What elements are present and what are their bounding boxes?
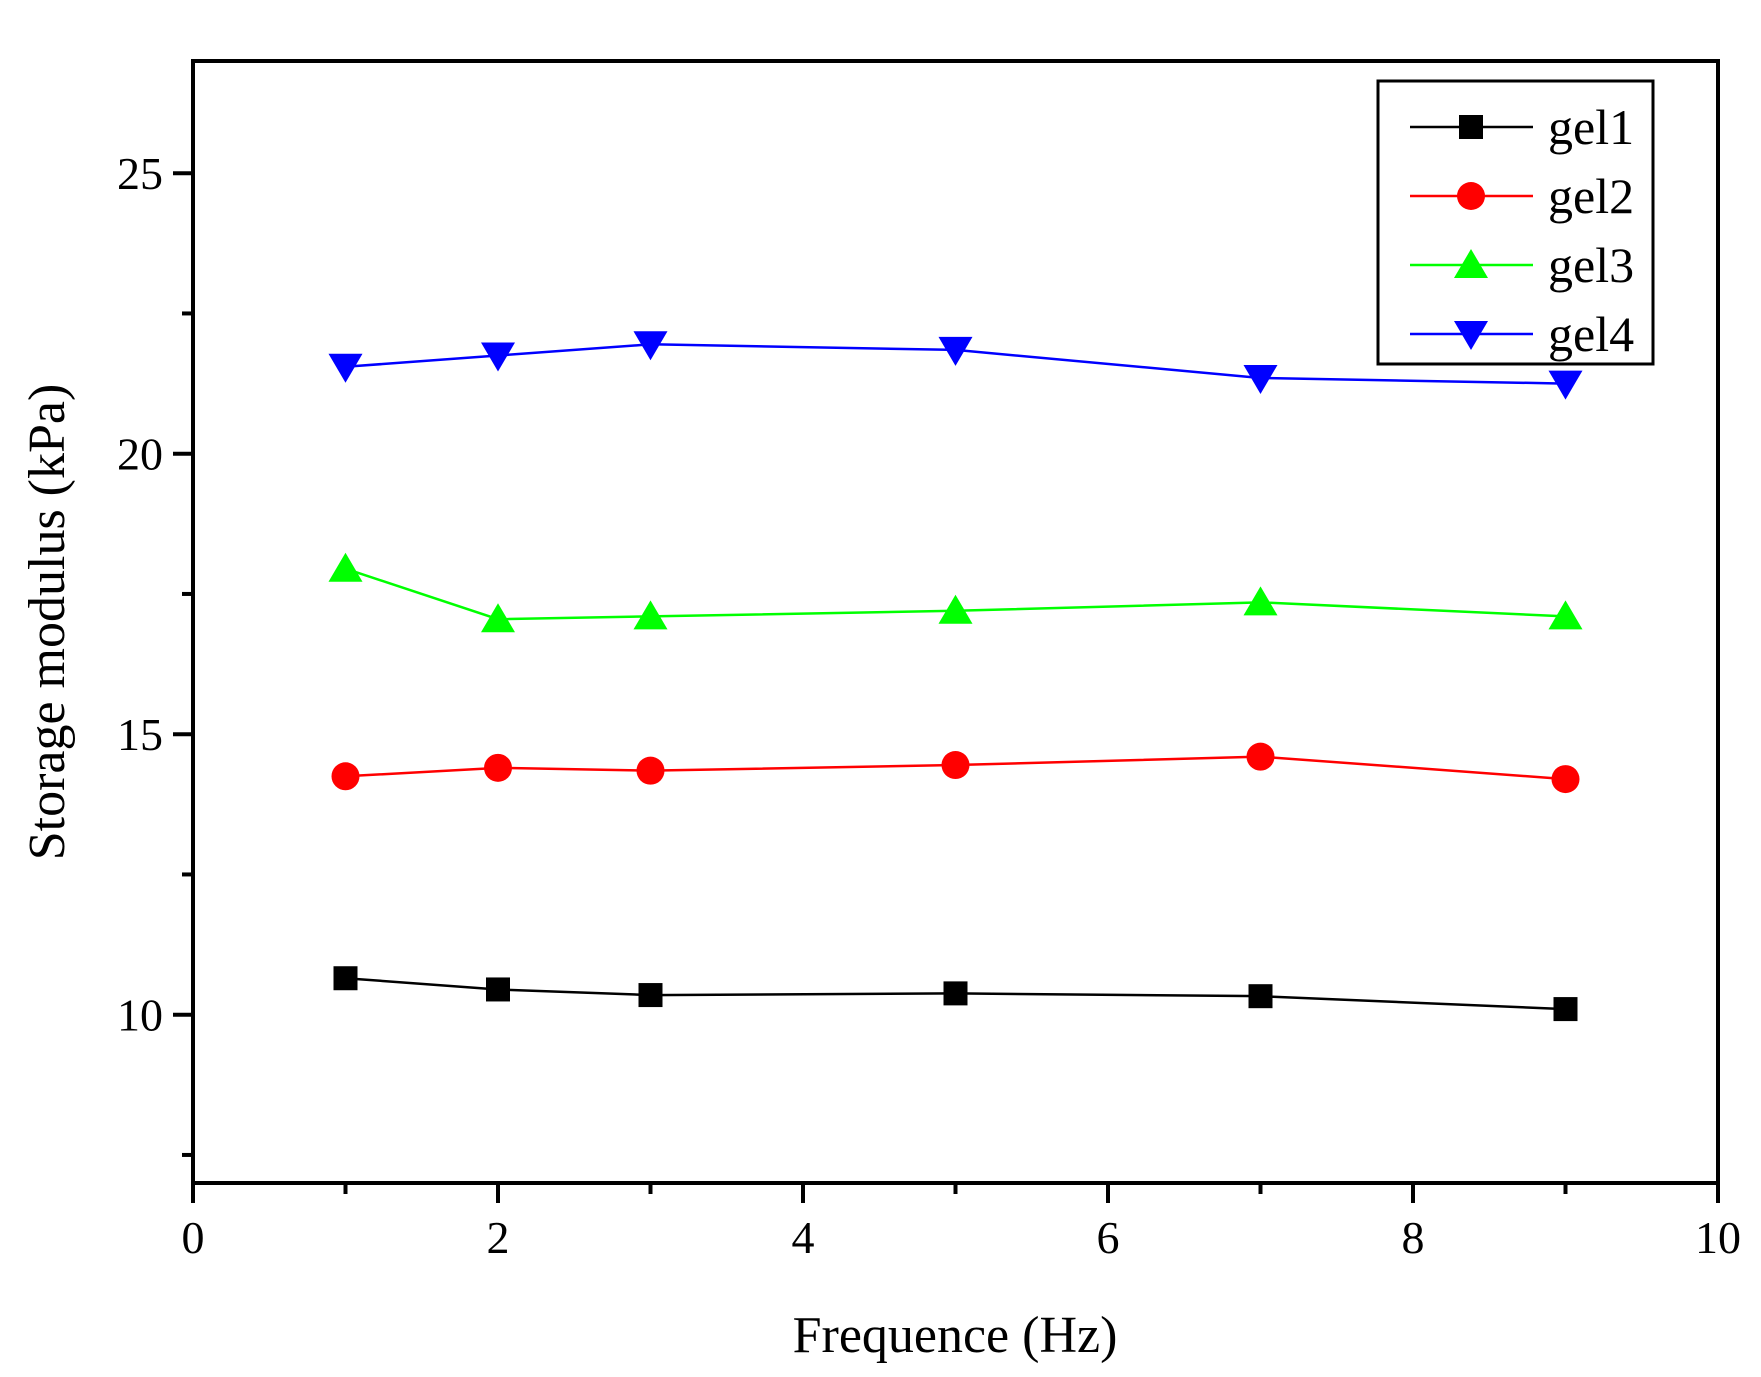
gel4-point-6 [1548, 370, 1583, 400]
gel2-point-5 [1246, 742, 1275, 771]
gel1-line [345, 976, 1566, 1011]
gel2-point-6 [1551, 765, 1580, 794]
series-group [328, 331, 1583, 1022]
gel1-point-5 [1248, 984, 1273, 1009]
x-tick-label-2: 2 [487, 1212, 510, 1263]
gel3-point-3 [633, 600, 668, 630]
y-tick-label-15: 15 [117, 709, 163, 760]
x-tick-label-8: 8 [1402, 1212, 1425, 1263]
legend: gel1 gel2 gel3 gel4 [1376, 79, 1655, 366]
gel3-point-6 [1548, 600, 1583, 630]
gel1-point-6 [1553, 997, 1578, 1022]
x-tick-label-4: 4 [792, 1212, 815, 1263]
gel4-point-1 [328, 353, 363, 383]
gel4-point-2 [481, 342, 515, 372]
legend-label-gel4: gel4 [1548, 306, 1634, 362]
gel1-point-1 [333, 966, 358, 991]
y-tick-label-25: 25 [117, 148, 163, 199]
gel2-point-3 [636, 756, 665, 785]
gel4-point-5 [1243, 364, 1278, 394]
legend-label-gel1: gel1 [1548, 99, 1634, 155]
gel2-point-2 [484, 753, 512, 782]
plot-frame [191, 59, 1720, 1185]
gel4-line [345, 343, 1566, 385]
legend-marker-gel3 [1454, 249, 1488, 278]
series-gel1 [333, 966, 1578, 1022]
x-axis-title: Frequence (Hz) [793, 1307, 1118, 1364]
y-axis-title: Storage modulus (kPa) [19, 384, 76, 861]
y-tick-label-10: 10 [117, 990, 163, 1041]
legend-label-gel2: gel2 [1548, 168, 1634, 224]
y-tick-label-20: 20 [117, 429, 163, 480]
series-gel2 [331, 742, 1580, 794]
series-gel4 [328, 331, 1583, 400]
legend-marker-gel4 [1454, 321, 1488, 350]
legend-label-gel3: gel3 [1548, 237, 1634, 293]
gel1-point-4 [943, 981, 968, 1006]
gel3-point-1 [328, 552, 363, 582]
gel2-line [345, 755, 1566, 781]
gel3-line [345, 567, 1566, 621]
x-tick-label-6: 6 [1097, 1212, 1120, 1263]
gel2-point-1 [331, 762, 360, 791]
gel1-point-2 [486, 977, 510, 1002]
gel2-point-4 [941, 751, 970, 780]
gel3-point-2 [481, 603, 515, 633]
series-gel3 [328, 552, 1583, 633]
gel3-point-4 [938, 594, 973, 624]
gel4-point-3 [633, 331, 668, 361]
x-tick-label-10: 10 [1695, 1212, 1741, 1263]
gel1-point-3 [638, 983, 663, 1008]
x-tick-label-0: 0 [182, 1212, 205, 1263]
gel4-point-4 [938, 336, 973, 366]
gel3-point-5 [1243, 586, 1278, 616]
legend-marker-gel1 [1459, 115, 1483, 139]
legend-marker-gel2 [1457, 182, 1485, 210]
axes: 0 2 4 6 8 10 10 15 20 25 [117, 148, 1741, 1263]
